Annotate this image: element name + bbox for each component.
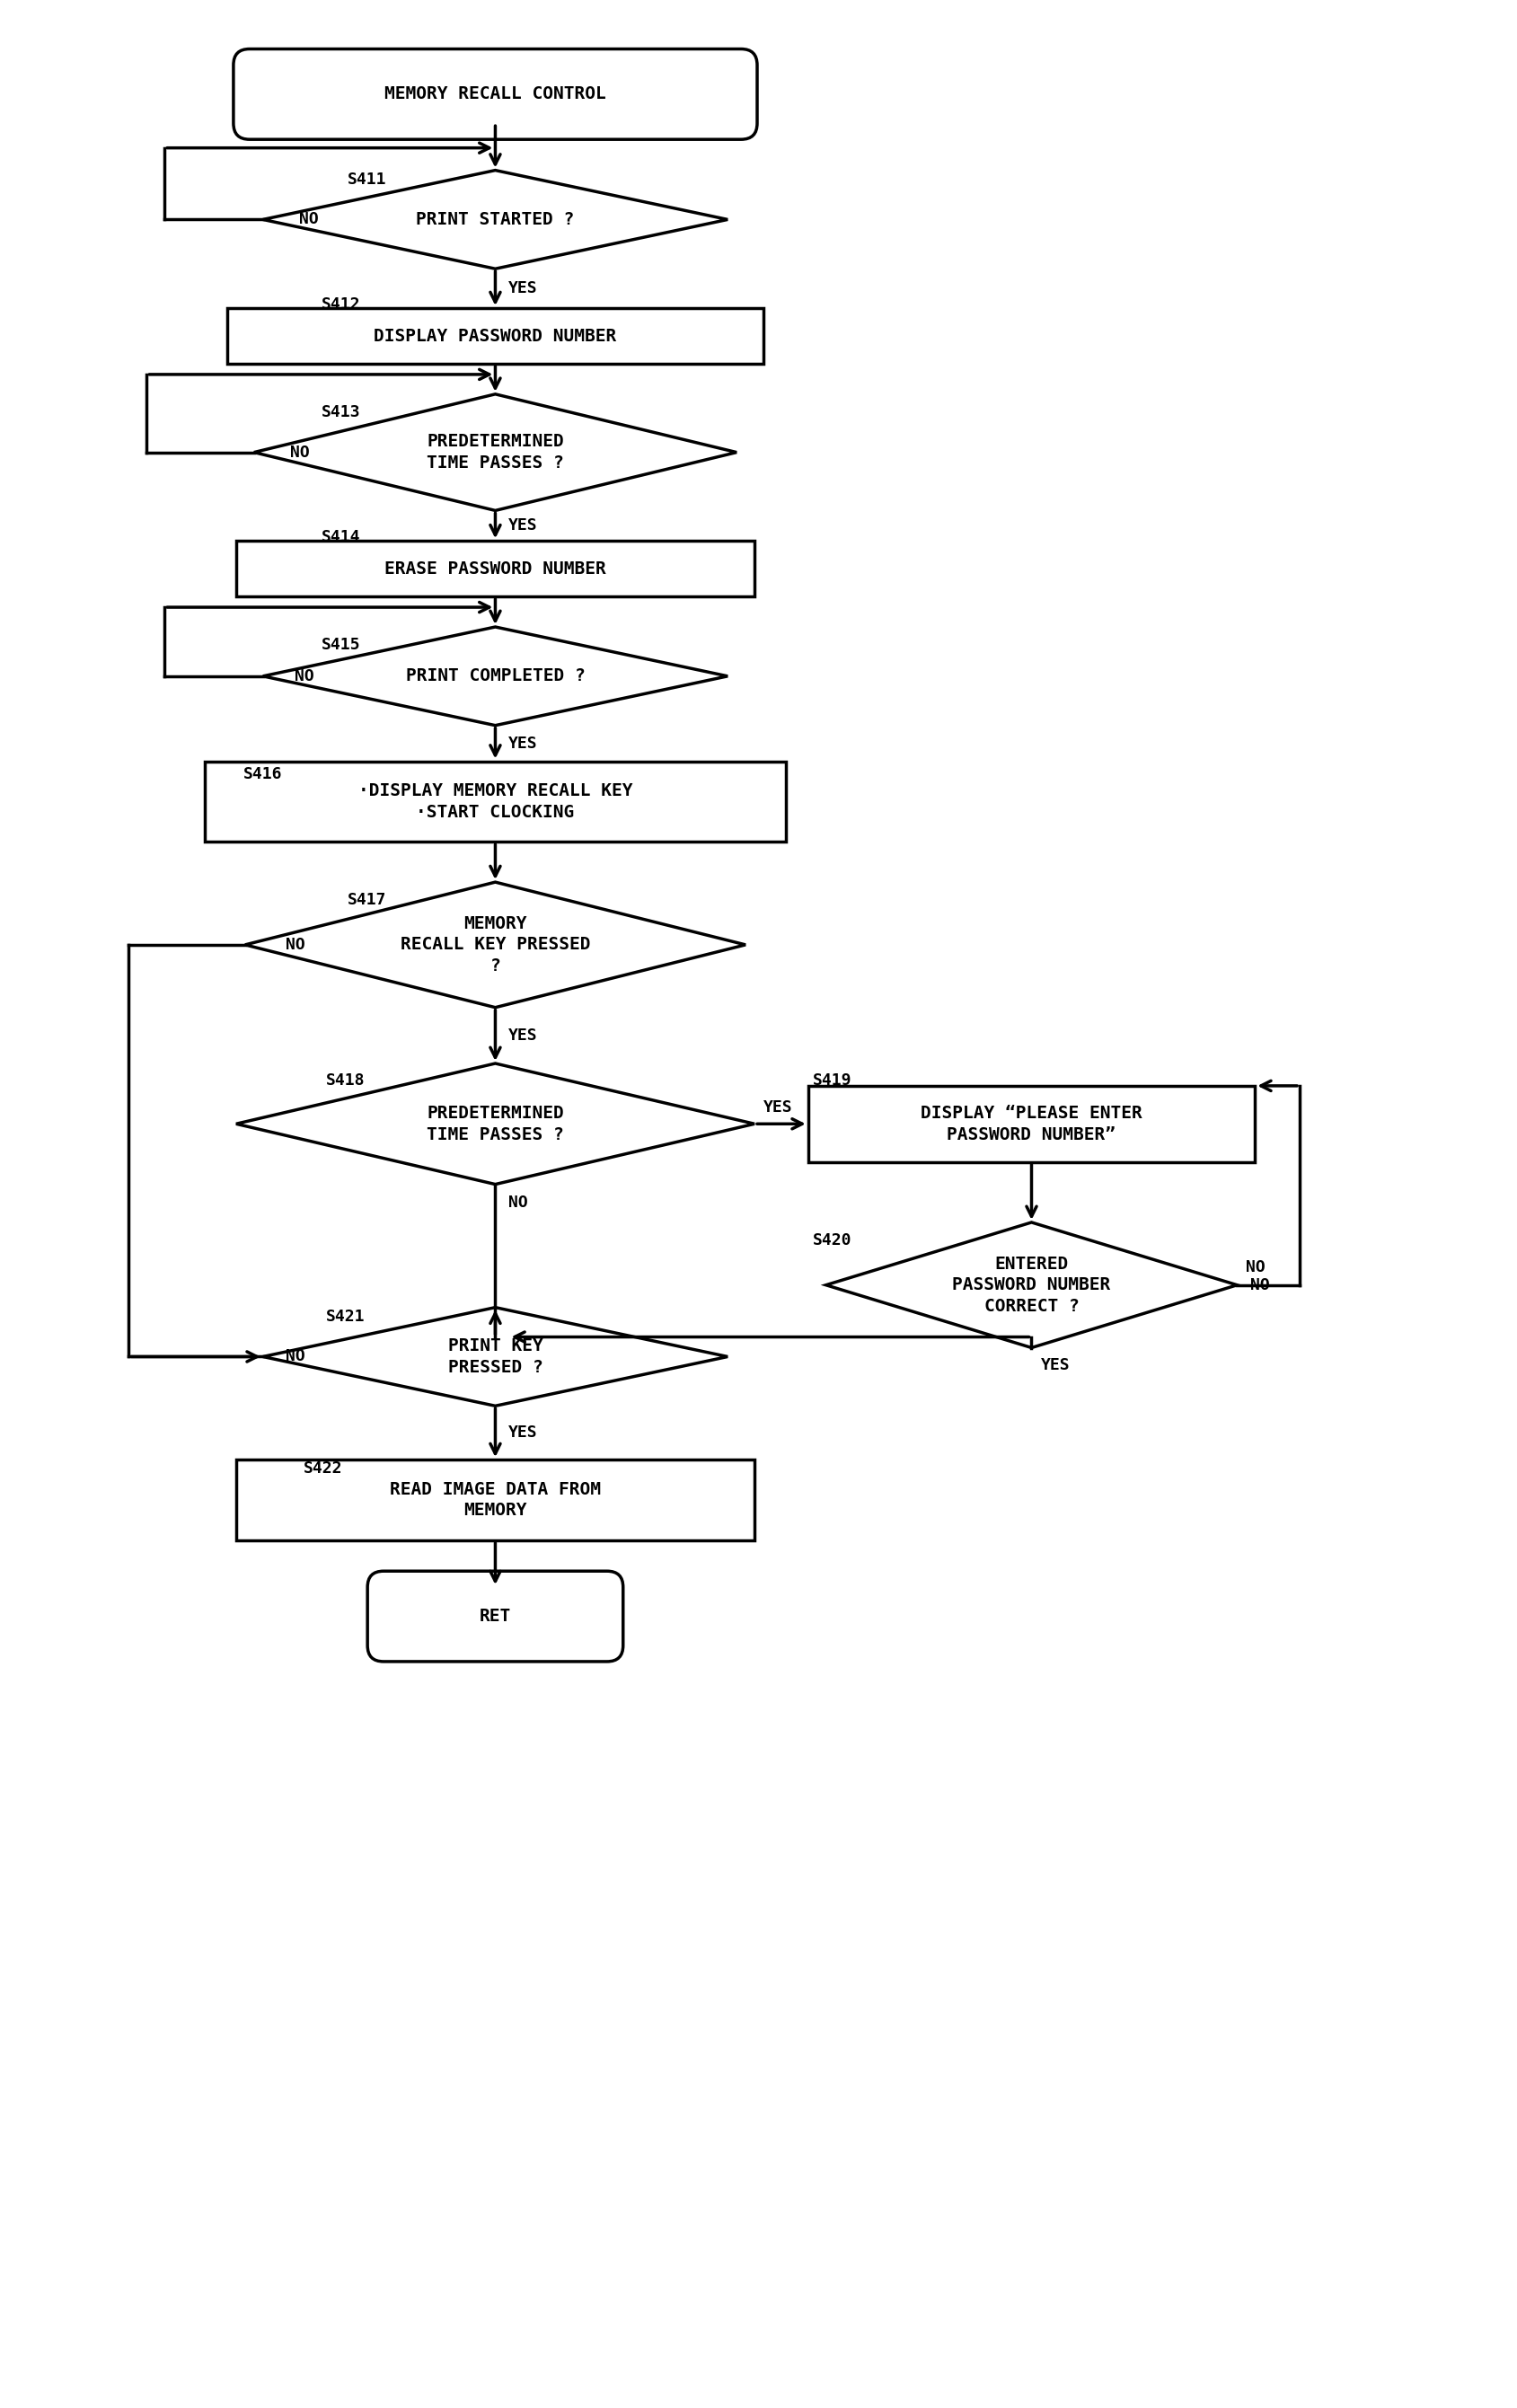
- Text: YES: YES: [508, 1426, 537, 1440]
- Text: S422: S422: [303, 1462, 341, 1476]
- Bar: [205, 761, 786, 843]
- Text: RET: RET: [479, 1609, 511, 1625]
- Text: S413: S413: [320, 405, 360, 419]
- Text: S414: S414: [320, 530, 360, 547]
- Text: S420: S420: [812, 1233, 851, 1247]
- Polygon shape: [262, 171, 727, 270]
- Polygon shape: [253, 395, 736, 510]
- Text: S421: S421: [325, 1308, 364, 1324]
- Text: NO: NO: [1245, 1259, 1265, 1276]
- Bar: [237, 542, 754, 597]
- Text: ·DISPLAY MEMORY RECALL KEY
·START CLOCKING: ·DISPLAY MEMORY RECALL KEY ·START CLOCKI…: [358, 783, 633, 821]
- Text: ENTERED
PASSWORD NUMBER
CORRECT ?: ENTERED PASSWORD NUMBER CORRECT ?: [951, 1255, 1110, 1315]
- Text: YES: YES: [763, 1100, 792, 1115]
- Text: NO: NO: [290, 443, 309, 460]
- Text: DISPLAY “PLEASE ENTER
PASSWORD NUMBER”: DISPLAY “PLEASE ENTER PASSWORD NUMBER”: [921, 1105, 1142, 1144]
- Polygon shape: [244, 881, 745, 1007]
- Polygon shape: [825, 1223, 1236, 1348]
- Text: NO: NO: [285, 1348, 305, 1365]
- Text: NO: NO: [508, 1194, 528, 1211]
- Text: PREDETERMINED
TIME PASSES ?: PREDETERMINED TIME PASSES ?: [426, 1105, 563, 1144]
- Text: S418: S418: [325, 1074, 364, 1088]
- Text: PRINT KEY
PRESSED ?: PRINT KEY PRESSED ?: [448, 1336, 543, 1375]
- Text: PREDETERMINED
TIME PASSES ?: PREDETERMINED TIME PASSES ?: [426, 433, 563, 472]
- Text: NO: NO: [294, 667, 314, 684]
- Text: S411: S411: [347, 171, 387, 188]
- Text: PRINT COMPLETED ?: PRINT COMPLETED ?: [405, 667, 584, 684]
- Text: NO: NO: [299, 212, 319, 229]
- Text: YES: YES: [508, 1028, 537, 1043]
- Text: S419: S419: [812, 1074, 851, 1088]
- Text: MEMORY RECALL CONTROL: MEMORY RECALL CONTROL: [384, 87, 605, 104]
- Text: S412: S412: [320, 296, 360, 313]
- Bar: [807, 1086, 1255, 1163]
- Text: DISPLAY PASSWORD NUMBER: DISPLAY PASSWORD NUMBER: [373, 327, 616, 344]
- Polygon shape: [262, 1308, 727, 1406]
- Polygon shape: [262, 626, 727, 725]
- FancyBboxPatch shape: [234, 48, 757, 140]
- Bar: [237, 1459, 754, 1541]
- Text: YES: YES: [1039, 1358, 1069, 1373]
- Text: YES: YES: [508, 279, 537, 296]
- FancyBboxPatch shape: [367, 1570, 623, 1662]
- Text: READ IMAGE DATA FROM
MEMORY: READ IMAGE DATA FROM MEMORY: [390, 1481, 601, 1519]
- Text: MEMORY
RECALL KEY PRESSED
?: MEMORY RECALL KEY PRESSED ?: [400, 915, 590, 975]
- Text: NO: NO: [1250, 1276, 1270, 1293]
- Text: ERASE PASSWORD NUMBER: ERASE PASSWORD NUMBER: [384, 561, 605, 578]
- Text: NO: NO: [285, 937, 305, 954]
- Text: S416: S416: [243, 766, 282, 783]
- Polygon shape: [237, 1064, 754, 1185]
- Text: YES: YES: [508, 518, 537, 535]
- Text: S415: S415: [320, 636, 360, 653]
- Text: S417: S417: [347, 891, 387, 908]
- Text: PRINT STARTED ?: PRINT STARTED ?: [416, 212, 573, 229]
- Text: YES: YES: [508, 734, 537, 751]
- Bar: [228, 308, 763, 364]
